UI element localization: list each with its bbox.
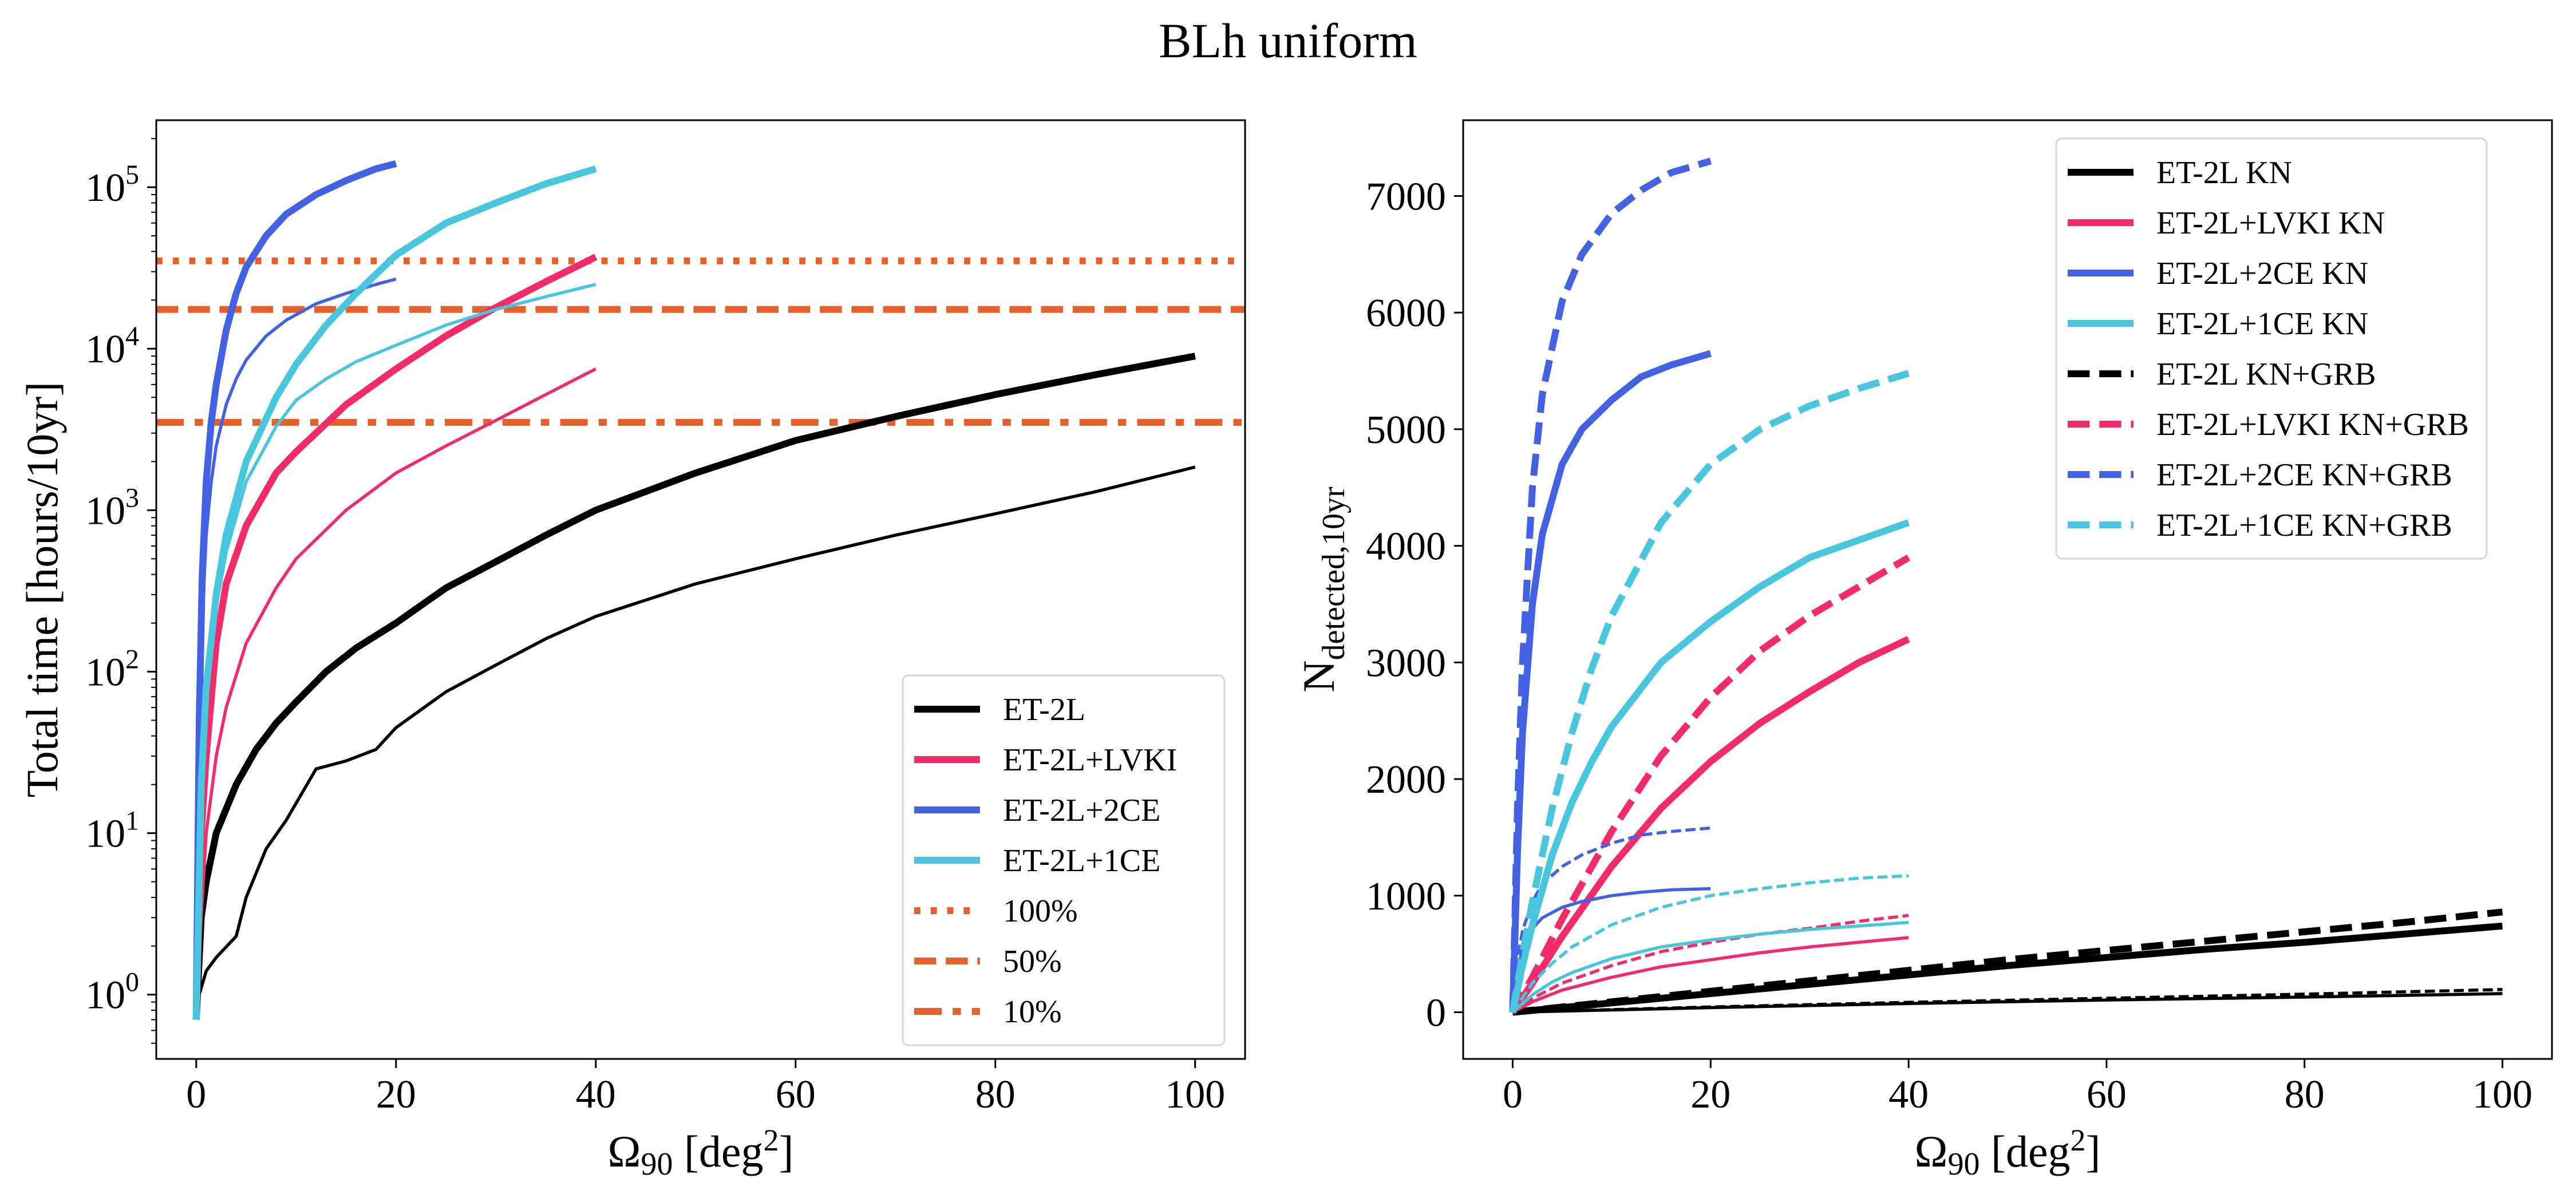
left-legend: ET-2L ET-2L+LVKI ET-2L+2CE ET-2L+1CE 100% 50%… bbox=[902, 674, 1226, 1046]
legend-label: ET-2L+1CE bbox=[1003, 843, 1160, 879]
series-et-2l-thick bbox=[192, 353, 1196, 1020]
series-et-2l-lvki-kn-grb-thin bbox=[1511, 914, 1909, 1014]
legend-label: ET-2L+LVKI KN+GRB bbox=[2156, 407, 2469, 442]
legend-label: ET-2L+2CE KN+GRB bbox=[2156, 457, 2452, 493]
y-tick-label: 7000 bbox=[1366, 175, 1446, 219]
series-et-2l-2ce-thick bbox=[192, 160, 397, 1020]
y-tick-label: 2000 bbox=[1366, 758, 1446, 802]
legend-label: 50% bbox=[1003, 944, 1062, 979]
series-et-2l-1ce-thick bbox=[192, 165, 597, 1020]
series-et-2l-2ce-thin bbox=[195, 277, 397, 1020]
x-tick-label: 20 bbox=[376, 1073, 416, 1117]
left-y-axis-label: Total time [hours/10yr] bbox=[17, 382, 67, 798]
series-et-2l-lvki-kn-thick bbox=[1510, 636, 1910, 1014]
y-tick-label: 102 bbox=[85, 644, 139, 694]
left-axes-frame bbox=[155, 119, 1246, 1060]
x-tick-label: 60 bbox=[776, 1073, 816, 1117]
series-et-2l-lvki-thin bbox=[195, 367, 597, 1020]
figure-title: BLh uniform bbox=[1159, 13, 1417, 68]
y-tick-label: 101 bbox=[85, 806, 139, 856]
x-tick-label: 80 bbox=[2285, 1073, 2325, 1117]
y-tick-label: 4000 bbox=[1366, 525, 1446, 569]
y-tick-label: 103 bbox=[85, 483, 139, 533]
legend-box bbox=[2055, 137, 2488, 560]
legend-label: ET-2L+2CE KN bbox=[2156, 256, 2368, 291]
x-tick-label: 20 bbox=[1690, 1073, 1730, 1117]
y-tick-label: 0 bbox=[1426, 991, 1446, 1035]
series-et-2l-1ce-thin bbox=[195, 283, 596, 1020]
x-tick-label: 100 bbox=[2472, 1073, 2532, 1117]
x-tick-label: 100 bbox=[1165, 1073, 1225, 1117]
left-ticks: 0 20 40 60 80 100 100 101 102 103 104 105 bbox=[85, 138, 1225, 1117]
x-tick-label: 80 bbox=[975, 1073, 1016, 1117]
series-et-2l-lvki-kn-grb-thick bbox=[1510, 554, 1911, 1014]
x-tick-label: 0 bbox=[186, 1073, 206, 1117]
series-et-2l-thin bbox=[195, 465, 1196, 1020]
legend-label: ET-2L+1CE KN+GRB bbox=[2156, 508, 2452, 543]
right-plot-area bbox=[1509, 157, 2503, 1016]
legend-label: ET-2L+LVKI KN bbox=[2156, 205, 2385, 241]
series-et-2l-kn-grb-thick bbox=[1512, 908, 2503, 1016]
y-tick-label: 105 bbox=[85, 160, 139, 210]
right-axes-frame bbox=[1462, 119, 2553, 1060]
legend-label: ET-2L KN bbox=[2156, 155, 2292, 191]
left-plot-area bbox=[156, 160, 1245, 1020]
y-tick-label: 6000 bbox=[1366, 291, 1446, 335]
y-tick-label: 100 bbox=[85, 967, 139, 1018]
series-et-2l-1ce-kn-thin bbox=[1511, 920, 1909, 1014]
left-x-axis-label: Ω90 [deg2] bbox=[607, 1123, 793, 1182]
y-tick-label: 1000 bbox=[1366, 875, 1446, 919]
legend-label: 10% bbox=[1003, 994, 1062, 1030]
series-et-2l-2ce-kn-grb-thick bbox=[1509, 157, 1712, 1013]
series-et-2l-2ce-kn-grb-thin bbox=[1511, 826, 1711, 1013]
x-tick-label: 40 bbox=[1888, 1073, 1929, 1117]
legend-label: ET-2L bbox=[1003, 692, 1085, 727]
legend-label: ET-2L+2CE bbox=[1003, 793, 1160, 828]
legend-box bbox=[902, 674, 1226, 1046]
legend-label: ET-2L KN+GRB bbox=[2156, 357, 2376, 392]
x-tick-label: 60 bbox=[2087, 1073, 2127, 1117]
legend-label: 100% bbox=[1003, 893, 1078, 929]
x-tick-label: 40 bbox=[576, 1073, 616, 1117]
series-et-2l-kn-grb-thin bbox=[1512, 988, 2503, 1014]
right-legend: ET-2L KN ET-2L+LVKI KN ET-2L+2CE KN ET-2L+1… bbox=[2055, 137, 2488, 560]
series-et-2l-1ce-kn-thick bbox=[1509, 519, 1910, 1013]
x-tick-label: 0 bbox=[1503, 1073, 1523, 1117]
series-et-2l-1ce-kn-grb-thin bbox=[1511, 874, 1909, 1014]
legend-label: ET-2L+LVKI bbox=[1003, 742, 1177, 778]
y-tick-label: 3000 bbox=[1366, 641, 1446, 685]
right-ticks: 0 20 40 60 80 1000100020003000400050006000700… bbox=[1366, 175, 2532, 1117]
series-et-2l-1ce-kn-grb-thick bbox=[1509, 370, 1910, 1013]
right-chart: 0 20 40 60 80 1000100020003000400050006000700… bbox=[1294, 119, 2553, 1182]
right-x-axis-label: Ω90 [deg2] bbox=[1914, 1123, 2100, 1182]
series-et-2l-lvki-kn-thin bbox=[1512, 936, 1909, 1014]
legend-label: ET-2L+1CE KN bbox=[2156, 306, 2368, 342]
y-tick-label: 104 bbox=[85, 321, 139, 371]
series-et-2l-2ce-kn-thin bbox=[1511, 887, 1711, 1013]
y-tick-label: 5000 bbox=[1366, 408, 1446, 452]
